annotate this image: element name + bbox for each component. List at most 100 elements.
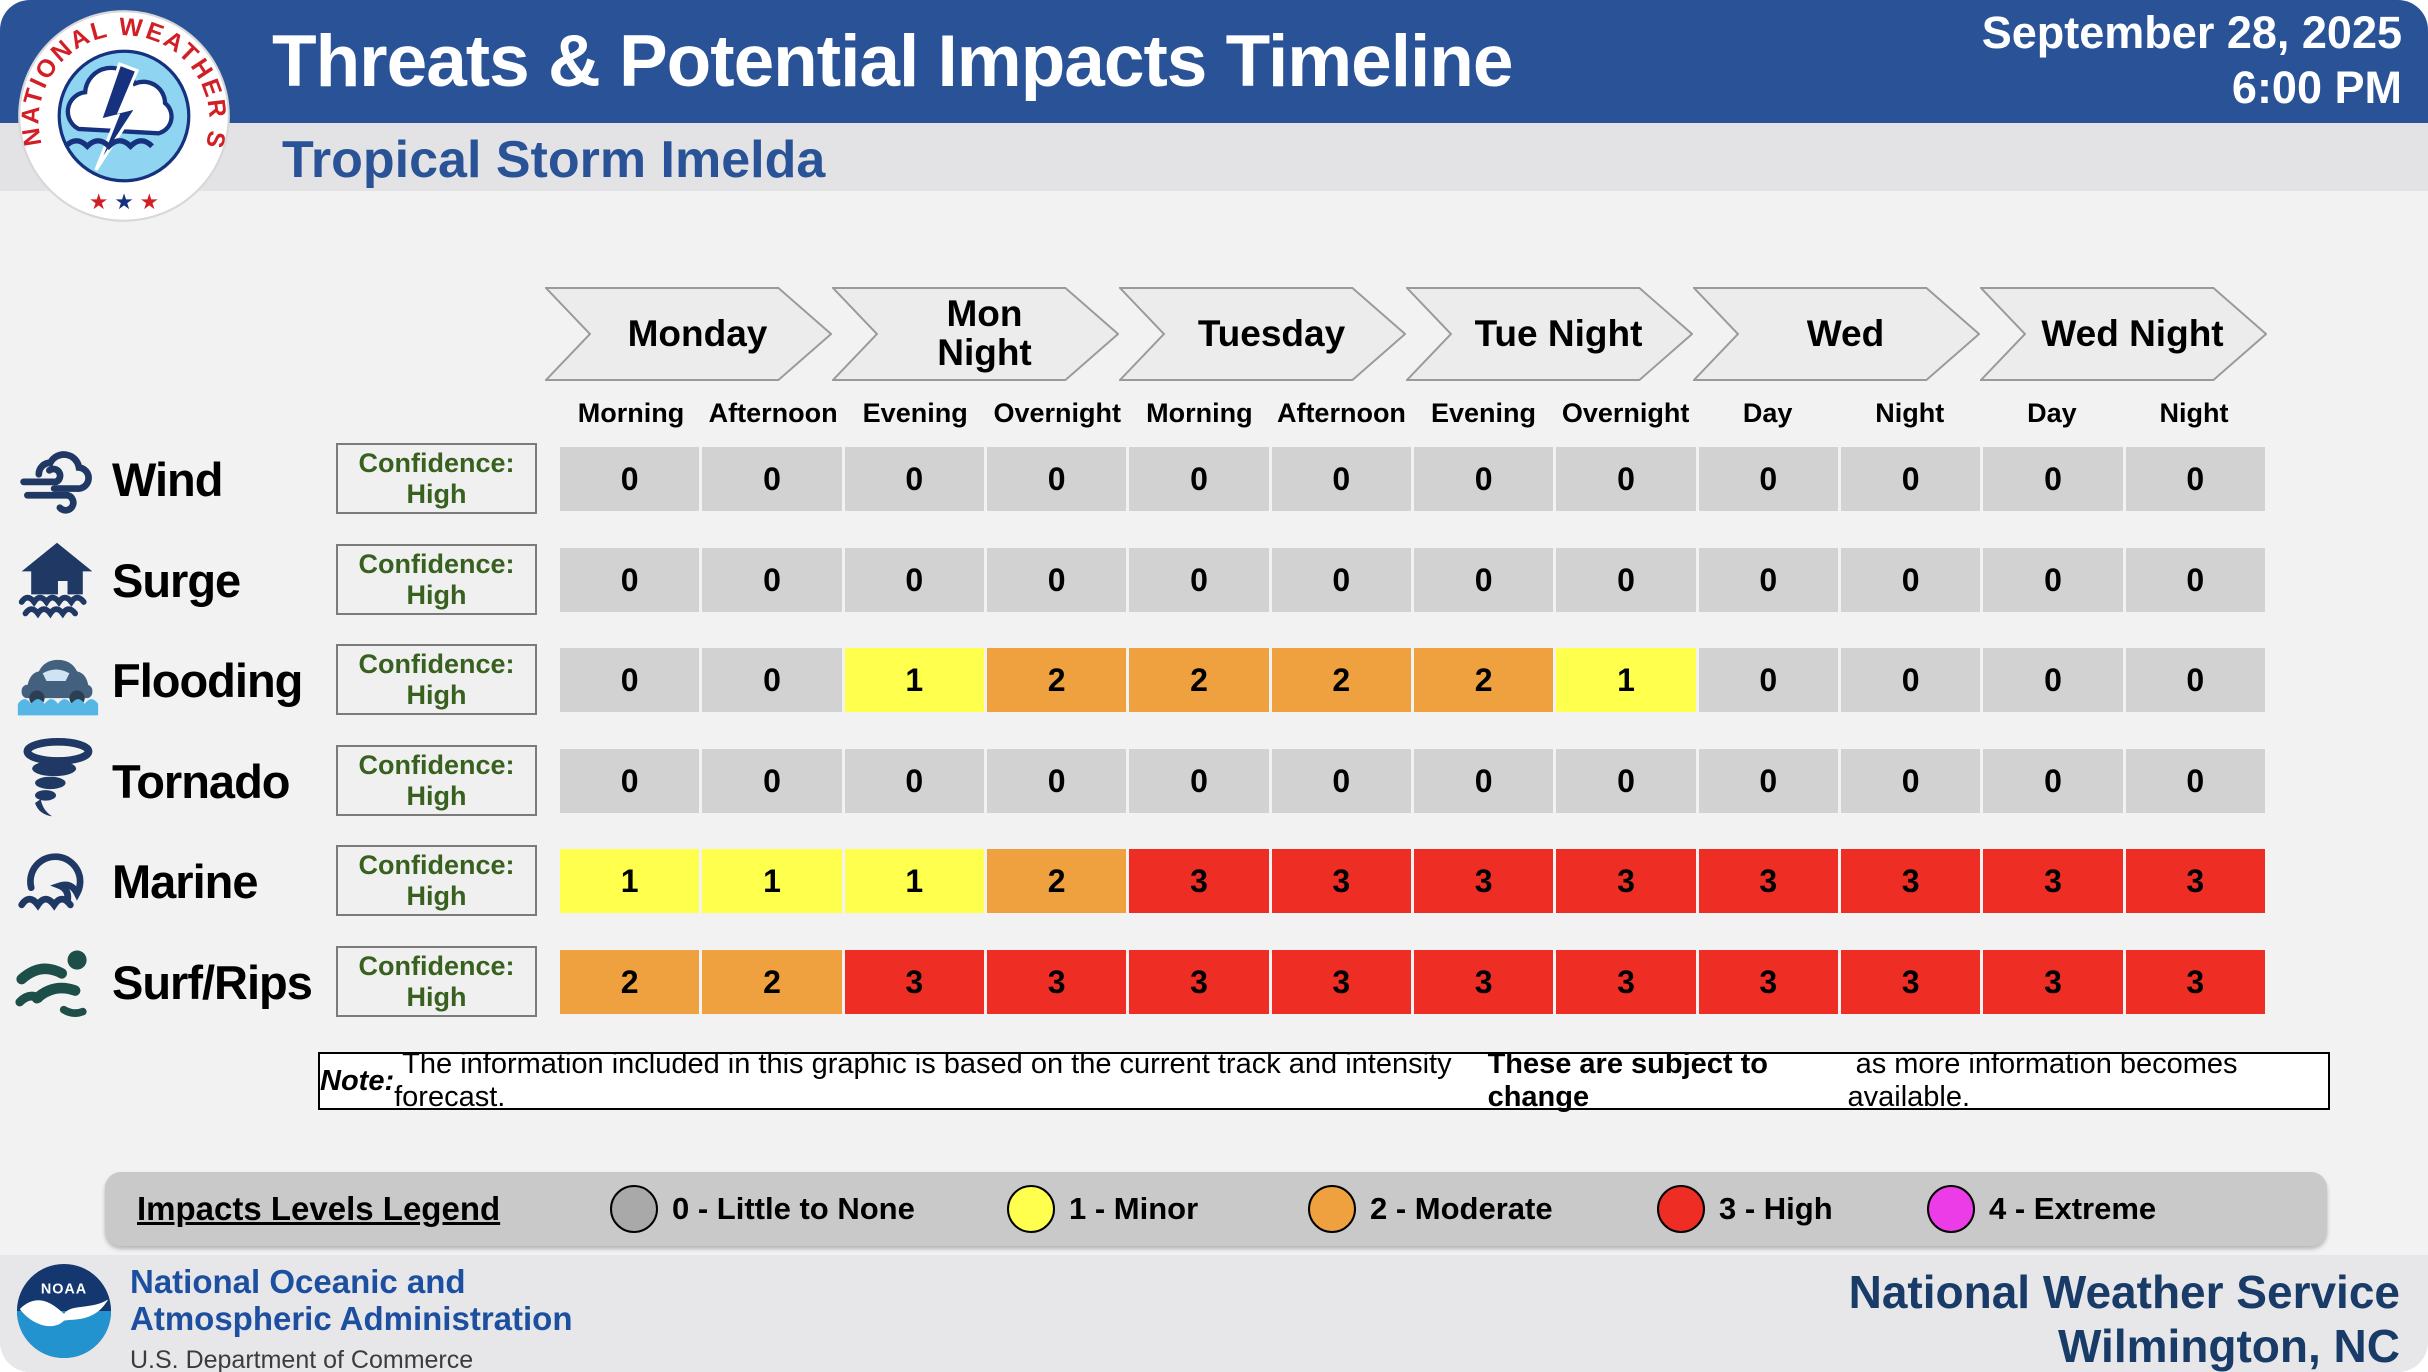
row-head: Marine (14, 849, 258, 913)
svg-text:NOAA: NOAA (41, 1282, 87, 1298)
day-label: Monday (627, 312, 768, 354)
legend-label: 3 - High (1719, 1191, 1833, 1226)
period-label: Night (1875, 398, 1945, 428)
impact-cell: 0 (1271, 749, 1411, 813)
impact-cell: 0 (702, 447, 842, 511)
impact-cell: 3 (1271, 950, 1411, 1014)
flooding-icon (17, 659, 99, 716)
note-prefix: Note: (320, 1064, 395, 1097)
row-head: Surge (14, 542, 241, 619)
day-label: Wed Night (2041, 312, 2224, 354)
impact-cell: 0 (560, 447, 700, 511)
impact-cell: 2 (1413, 648, 1554, 712)
wind-icon (20, 451, 92, 514)
issued-time: 6:00 PM (2231, 61, 2402, 113)
impact-cell: 3 (1556, 849, 1696, 913)
noaa-line: National Oceanic and (130, 1263, 466, 1300)
issued-datetime: September 28, 2025 6:00 PM (1982, 6, 2402, 116)
impact-cell: 0 (1271, 447, 1411, 511)
impact-cell: 3 (1271, 849, 1411, 913)
nws-logo-icon: NATIONAL WEATHER SERVICE ★ ★ ★ (16, 8, 230, 222)
page-title: Threats & Potential Impacts Timeline (272, 21, 1514, 102)
marine-icon (18, 853, 84, 911)
confidence-title: Confidence: (358, 549, 515, 580)
period-label: Overnight (993, 398, 1122, 428)
impact-cell: 0 (1413, 548, 1554, 612)
impact-cell: 0 (702, 749, 842, 813)
confidence-level: High (406, 478, 467, 509)
legend-item-0: 0 - Little to None (610, 1185, 915, 1233)
row-label: Surge (112, 553, 241, 607)
impact-cell: 3 (1129, 849, 1269, 913)
day-arrow: Wed Night (1980, 287, 2267, 381)
impact-cell: 2 (560, 950, 700, 1014)
impact-cell: 0 (1983, 548, 2123, 612)
legend-item-1: 1 - Minor (1007, 1185, 1198, 1233)
row-label: Wind (112, 452, 223, 506)
impact-cell: 0 (1556, 548, 1696, 612)
confidence-title: Confidence: (358, 951, 515, 982)
impact-cell: 0 (1983, 749, 2123, 813)
impact-cell: 0 (986, 447, 1127, 511)
level-2-swatch-icon (1308, 1185, 1356, 1233)
surge-icon (18, 542, 93, 619)
impact-cell: 3 (1840, 950, 1981, 1014)
period-label: Day (2027, 398, 2077, 428)
impact-cell: 0 (1983, 648, 2123, 712)
impact-cell: 3 (844, 950, 984, 1014)
impact-cell: 2 (1271, 648, 1411, 712)
impact-cell: 0 (1840, 548, 1981, 612)
noaa-logo-icon: NOAA (16, 1263, 112, 1359)
impact-cell: 0 (2125, 447, 2265, 511)
impact-cell: 0 (560, 749, 700, 813)
impact-cell: 0 (1556, 749, 1696, 813)
confidence-level: High (406, 579, 467, 610)
impact-cell: 2 (986, 648, 1127, 712)
impact-cell: 0 (1413, 749, 1554, 813)
impact-cell: 1 (702, 849, 842, 913)
impact-cell: 0 (1698, 548, 1838, 612)
row-label: Tornado (112, 754, 290, 808)
storm-name: Tropical Storm Imelda (282, 131, 826, 189)
period-label: Evening (1431, 398, 1537, 428)
impact-cell: 1 (844, 849, 984, 913)
impact-cell: 0 (560, 648, 700, 712)
impact-cell: 0 (844, 447, 984, 511)
confidence-level: High (406, 880, 467, 911)
confidence-title: Confidence: (358, 448, 515, 479)
row-label: Flooding (112, 653, 303, 707)
issued-date: September 28, 2025 (1981, 7, 2402, 58)
legend-item-2: 2 - Moderate (1308, 1185, 1553, 1233)
nws-office-block: National Weather Service Wilmington, NC (1849, 1265, 2400, 1372)
impact-cell: 0 (1129, 749, 1269, 813)
confidence-box: Confidence: High (336, 544, 537, 615)
impact-cell: 1 (1556, 648, 1696, 712)
impact-cell: 0 (1129, 447, 1269, 511)
legend-title: Impacts Levels Legend (137, 1190, 501, 1227)
commerce-line: U.S. Department of Commerce (130, 1345, 474, 1372)
row-head: Surf/Rips (14, 950, 313, 1017)
period-label: Morning (577, 398, 685, 428)
swimmer-icon (15, 950, 87, 1017)
impact-legend: Impacts Levels Legend 0 - Little to None… (105, 1172, 2327, 1246)
legend-item-3: 3 - High (1657, 1185, 1833, 1233)
day-arrow: Tuesday (1119, 287, 1406, 381)
impact-cell: 0 (986, 749, 1127, 813)
impact-cell: 2 (1129, 648, 1269, 712)
impact-cell: 1 (844, 648, 984, 712)
impact-cell: 3 (1983, 849, 2123, 913)
confidence-box: Confidence: High (336, 644, 537, 715)
day-header-row: Monday Mon Night Tuesday Tue Night Wed W… (545, 287, 2267, 381)
level-4-swatch-icon (1927, 1185, 1975, 1233)
